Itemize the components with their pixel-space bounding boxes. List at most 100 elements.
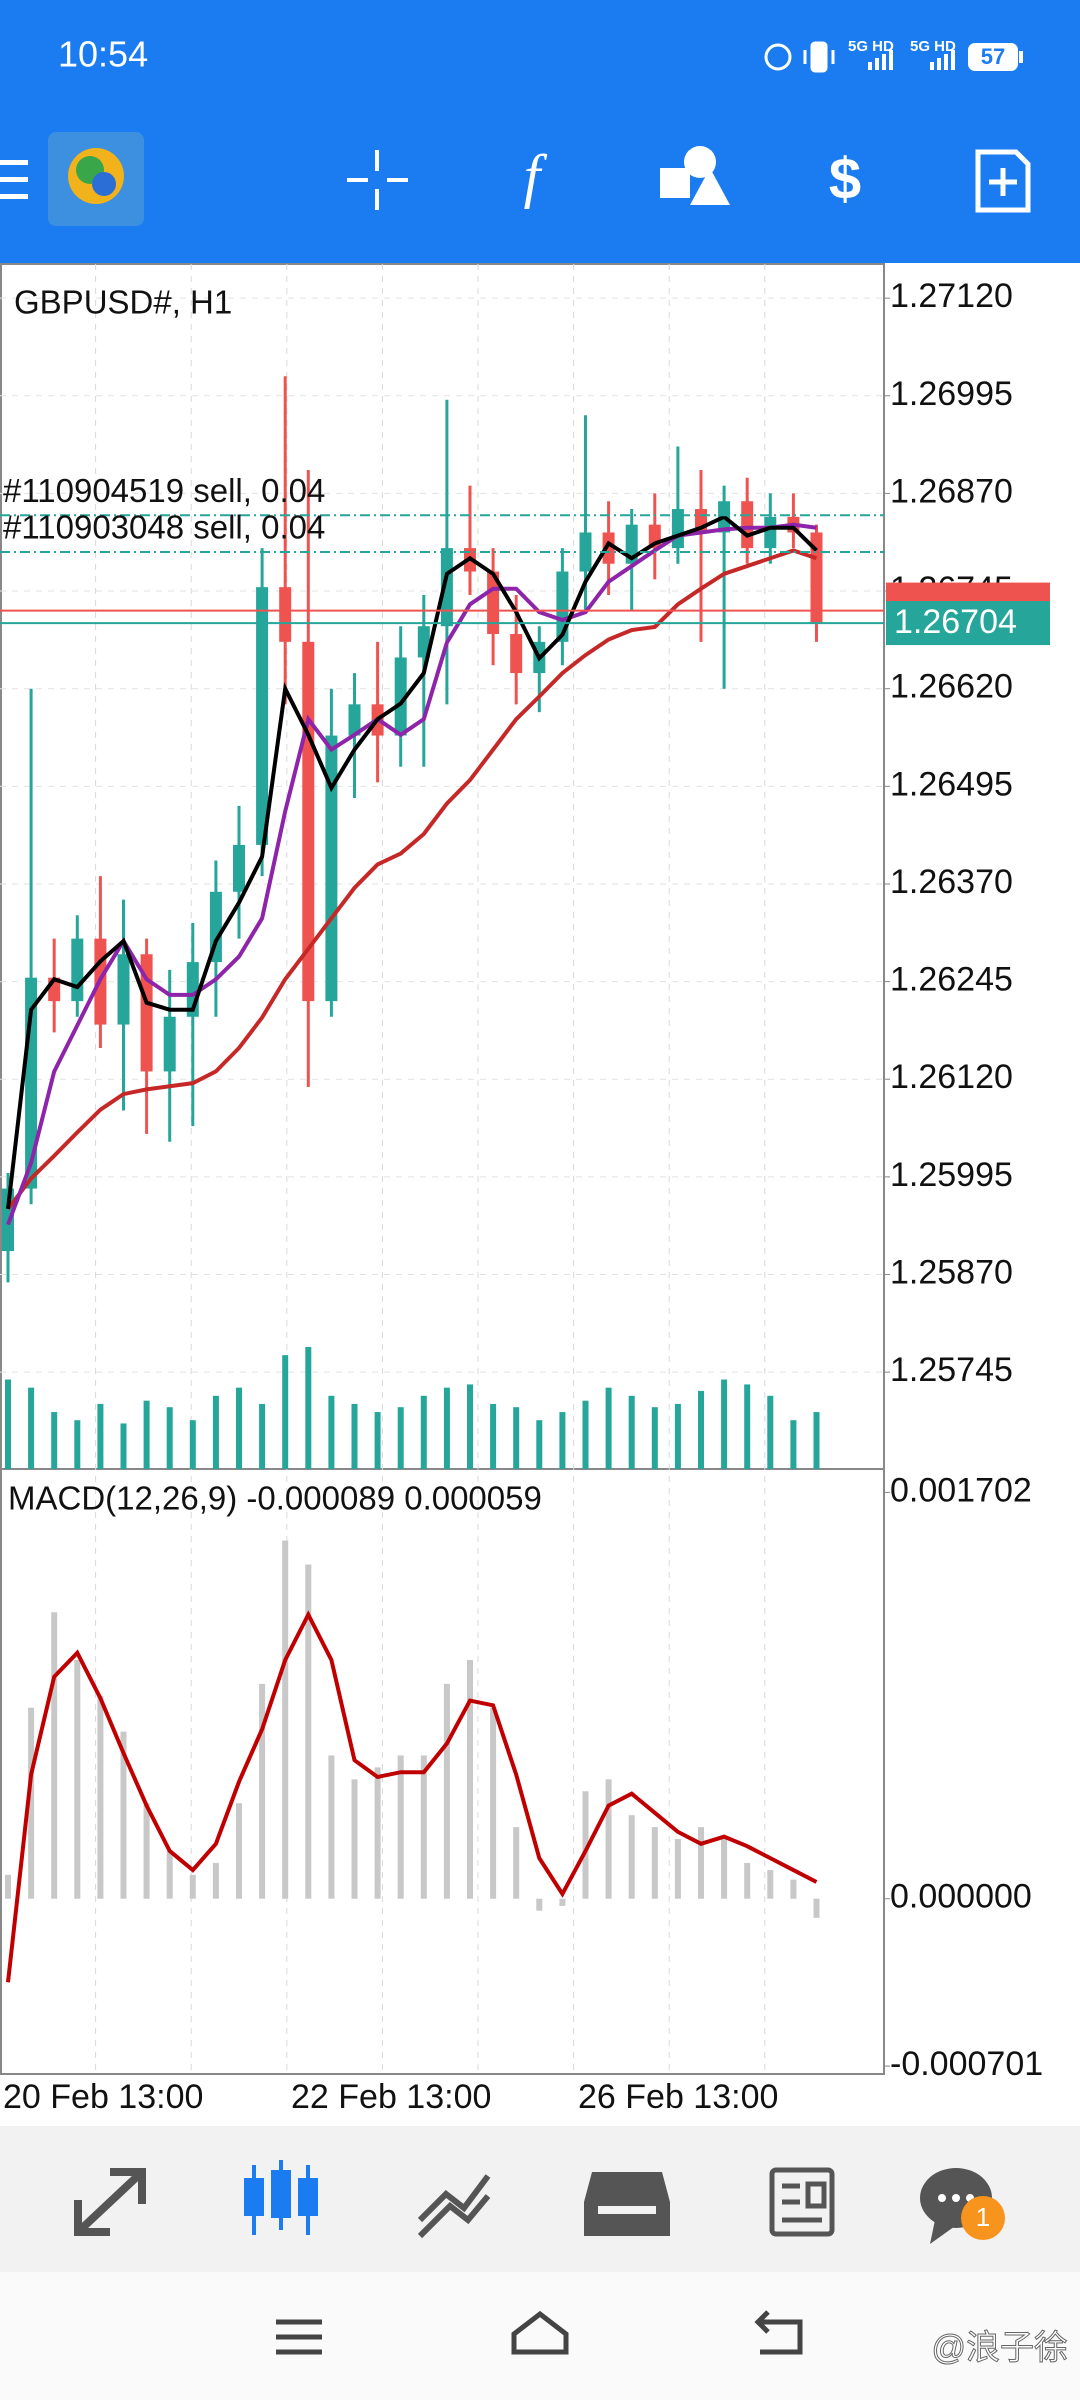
recents-button[interactable] xyxy=(276,2319,322,2355)
macd-bar xyxy=(651,1827,658,1899)
macd-bar xyxy=(582,1791,589,1899)
macd-bar xyxy=(420,1755,427,1899)
macd-bar xyxy=(282,1540,289,1899)
messages-tab[interactable] xyxy=(920,2168,1005,2244)
macd-bar xyxy=(189,1874,196,1899)
menu-button[interactable] xyxy=(0,160,28,199)
app-icon[interactable] xyxy=(48,132,144,226)
y-tick-label: 1.27120 xyxy=(890,277,1013,315)
order-label: #110903048 sell, 0.04 xyxy=(3,509,325,546)
y-tick-label: 1.26620 xyxy=(890,668,1013,706)
macd-bar xyxy=(143,1803,150,1899)
candle-body xyxy=(163,1016,176,1072)
macd-bar xyxy=(490,1707,497,1899)
macd-bar xyxy=(374,1767,381,1899)
candle-body xyxy=(325,735,338,1002)
quotes-tab[interactable] xyxy=(74,2168,146,2236)
candle-body xyxy=(417,626,430,658)
volume-bar xyxy=(166,1407,173,1469)
y-tick-label: 1.25745 xyxy=(890,1351,1013,1389)
candle-body xyxy=(256,587,269,845)
volume-bar xyxy=(97,1403,104,1469)
candle-body xyxy=(279,587,292,642)
battery-tip xyxy=(1019,51,1023,63)
back-button[interactable] xyxy=(754,2310,803,2355)
symbol-label: GBPUSD#, H1 xyxy=(14,284,232,321)
trade-tab[interactable] xyxy=(417,2174,491,2239)
volume-bar xyxy=(51,1412,58,1469)
app-bar xyxy=(0,0,1080,263)
watermark: @浪子徐 xyxy=(931,2329,1068,2367)
signal-line xyxy=(6,1610,818,1983)
candle-body xyxy=(348,704,361,736)
macd-bar xyxy=(5,1874,11,1899)
bottom-nav xyxy=(0,2126,1080,2272)
y-tick-label: 0.000000 xyxy=(890,1878,1032,1916)
home-button[interactable] xyxy=(511,2310,569,2355)
y-tick-label: 0.001702 xyxy=(890,1471,1032,1509)
candle-body xyxy=(71,938,84,1002)
y-tick-label: 1.25995 xyxy=(890,1156,1013,1194)
macd-bar xyxy=(559,1898,566,1906)
volume-bar xyxy=(582,1400,589,1469)
signal-bars xyxy=(868,50,955,70)
status-icons xyxy=(764,41,835,73)
y-tick-label: 1.26370 xyxy=(890,863,1013,901)
volume-bar xyxy=(28,1387,35,1469)
candle-body xyxy=(510,634,523,674)
network-label: 5G HD xyxy=(848,38,894,55)
y-tick-label: 1.26120 xyxy=(890,1058,1013,1096)
macd-bar xyxy=(698,1827,704,1899)
candle-body xyxy=(25,977,38,1189)
volume-bar xyxy=(698,1390,704,1469)
history-tab[interactable] xyxy=(584,2172,670,2236)
volume-bar xyxy=(282,1355,289,1469)
macd-bar xyxy=(628,1815,635,1899)
candle-body xyxy=(602,532,615,564)
volume-bar xyxy=(767,1395,774,1469)
x-tick-label: 26 Feb 13:00 xyxy=(578,2078,778,2116)
volume-bar xyxy=(143,1400,150,1469)
clock: 10:54 xyxy=(58,34,148,75)
volume-bar xyxy=(328,1395,335,1469)
macd-bar xyxy=(305,1564,312,1899)
macd-bar xyxy=(674,1839,681,1899)
volume-bar xyxy=(536,1420,543,1469)
moving-average xyxy=(6,548,818,1211)
network-label: 5G HD xyxy=(910,38,956,55)
y-tick-label: -0.000701 xyxy=(890,2045,1043,2083)
volume-bar xyxy=(628,1395,635,1469)
crosshair-button[interactable] xyxy=(347,150,408,210)
chart-tab[interactable] xyxy=(244,2160,318,2235)
objects-button[interactable] xyxy=(660,146,730,205)
news-tab[interactable] xyxy=(769,2167,835,2237)
volume-bar xyxy=(559,1412,566,1469)
volume-bar xyxy=(790,1420,797,1469)
volume-bar xyxy=(813,1412,820,1469)
macd-bar xyxy=(467,1659,473,1899)
new-order-button[interactable] xyxy=(975,149,1031,213)
volume-bar xyxy=(467,1384,473,1469)
macd-bar xyxy=(790,1879,797,1899)
y-tick-label: 1.26245 xyxy=(890,961,1013,999)
price-label: 1.26704 xyxy=(894,603,1017,641)
volume-bar xyxy=(397,1407,404,1469)
y-tick-label: 1.26870 xyxy=(890,472,1013,510)
macd-bar xyxy=(236,1803,242,1899)
order-label: #110904519 sell, 0.04 xyxy=(3,472,325,509)
trade-button[interactable]: $ xyxy=(829,146,861,211)
volume-bar xyxy=(74,1420,81,1469)
macd-bar xyxy=(813,1898,820,1918)
x-tick-label: 22 Feb 13:00 xyxy=(291,2078,491,2116)
y-tick-label: 1.26995 xyxy=(890,375,1013,413)
candle-body xyxy=(117,954,130,1025)
macd-bar xyxy=(351,1779,358,1899)
y-tick-label: 1.26495 xyxy=(890,765,1013,803)
macd-bar xyxy=(212,1862,219,1899)
volume-bar xyxy=(605,1387,612,1469)
notification-badge: 1 xyxy=(976,2202,990,2232)
macd-bar xyxy=(166,1850,173,1899)
volume-bar xyxy=(5,1379,11,1469)
